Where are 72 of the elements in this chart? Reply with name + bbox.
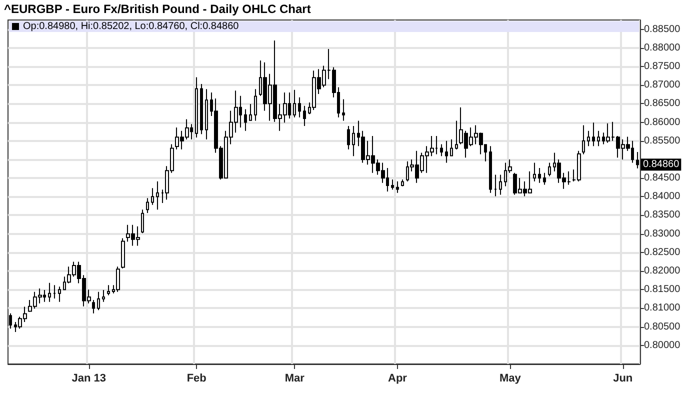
candlestick bbox=[636, 151, 639, 169]
candlestick bbox=[499, 174, 502, 196]
candlestick bbox=[293, 89, 296, 118]
candlestick bbox=[298, 96, 301, 118]
candlestick bbox=[92, 300, 95, 314]
candlestick bbox=[53, 284, 56, 300]
candlestick bbox=[195, 76, 198, 138]
y-tick-label: 0.88500 bbox=[644, 24, 681, 35]
candlestick bbox=[48, 282, 51, 302]
x-tick-label: Apr bbox=[388, 372, 408, 384]
info-panel: Op:0.84980, Hi:0.85202, Lo:0.84760, Cl:0.84860 bbox=[9, 21, 639, 32]
candlestick bbox=[151, 188, 154, 206]
candlestick bbox=[342, 98, 345, 122]
x-tick-label: Jan 13 bbox=[72, 372, 106, 384]
x-tick-label: Feb bbox=[186, 372, 207, 384]
candlestick bbox=[102, 289, 105, 302]
candlestick bbox=[587, 130, 590, 147]
y-tick-label: 0.84000 bbox=[644, 191, 681, 202]
candlestick bbox=[440, 144, 443, 157]
candlestick bbox=[303, 105, 306, 126]
y-tick-label: 0.85500 bbox=[644, 135, 681, 146]
y-tick-label: 0.82000 bbox=[644, 266, 681, 277]
candlestick bbox=[97, 291, 100, 311]
y-tick-label: 0.87000 bbox=[644, 80, 681, 91]
candlestick bbox=[205, 88, 208, 140]
x-tick-label: May bbox=[499, 372, 522, 384]
candlestick bbox=[352, 125, 355, 157]
y-tick-label: 0.86500 bbox=[644, 98, 681, 110]
candlestick bbox=[58, 286, 61, 302]
y-tick-label: 0.80500 bbox=[644, 321, 681, 332]
candlestick bbox=[592, 122, 595, 147]
candlestick bbox=[146, 198, 149, 214]
candlestick bbox=[401, 179, 404, 187]
candlestick bbox=[347, 125, 350, 150]
candlestick bbox=[116, 266, 120, 292]
y-tick-label: 0.80000 bbox=[644, 340, 681, 351]
candlestick bbox=[396, 180, 399, 194]
candlestick bbox=[543, 172, 546, 186]
y-tick-label: 0.82500 bbox=[644, 246, 681, 258]
candlestick bbox=[121, 238, 125, 269]
candlestick bbox=[582, 124, 585, 155]
y-tick-label: 0.84500 bbox=[644, 172, 681, 184]
candlestick bbox=[597, 130, 600, 147]
candlestick bbox=[141, 209, 144, 234]
candlestick bbox=[254, 88, 257, 122]
candlestick bbox=[107, 284, 110, 296]
candlestick bbox=[445, 140, 448, 164]
y-tick-label: 0.86000 bbox=[644, 116, 681, 128]
text: 0.84860 bbox=[643, 159, 680, 170]
annotation: Op:0.84980, Hi:0.85202, Lo:0.84760, Cl:0.84860 bbox=[23, 21, 239, 32]
y-tick-label: 0.83000 bbox=[644, 228, 681, 240]
candlestick bbox=[538, 168, 541, 184]
y-tick-label: 0.88000 bbox=[644, 42, 681, 54]
candlestick bbox=[249, 104, 252, 122]
chart-title: ^EURGBP - Euro Fx/British Pound - Daily OHLC Chart bbox=[4, 2, 311, 16]
candlestick bbox=[156, 180, 159, 210]
x-tick-label: Mar bbox=[284, 372, 306, 384]
candlestick bbox=[494, 174, 497, 197]
y-tick-label: 0.87500 bbox=[644, 60, 681, 72]
candlestick bbox=[391, 179, 394, 190]
candlestick bbox=[450, 138, 453, 157]
candlestick bbox=[548, 162, 551, 177]
candlestick bbox=[200, 83, 203, 135]
candlestick bbox=[533, 162, 536, 182]
y-tick-label: 0.83500 bbox=[644, 210, 681, 221]
candlestick bbox=[455, 120, 458, 150]
y-tick-label: 0.81500 bbox=[644, 284, 681, 296]
x-tick-label: Jun bbox=[613, 372, 633, 384]
candlestick bbox=[244, 108, 247, 132]
candlestick bbox=[9, 312, 12, 330]
candlestick bbox=[489, 146, 492, 194]
y-tick-label: 0.81000 bbox=[644, 302, 681, 314]
